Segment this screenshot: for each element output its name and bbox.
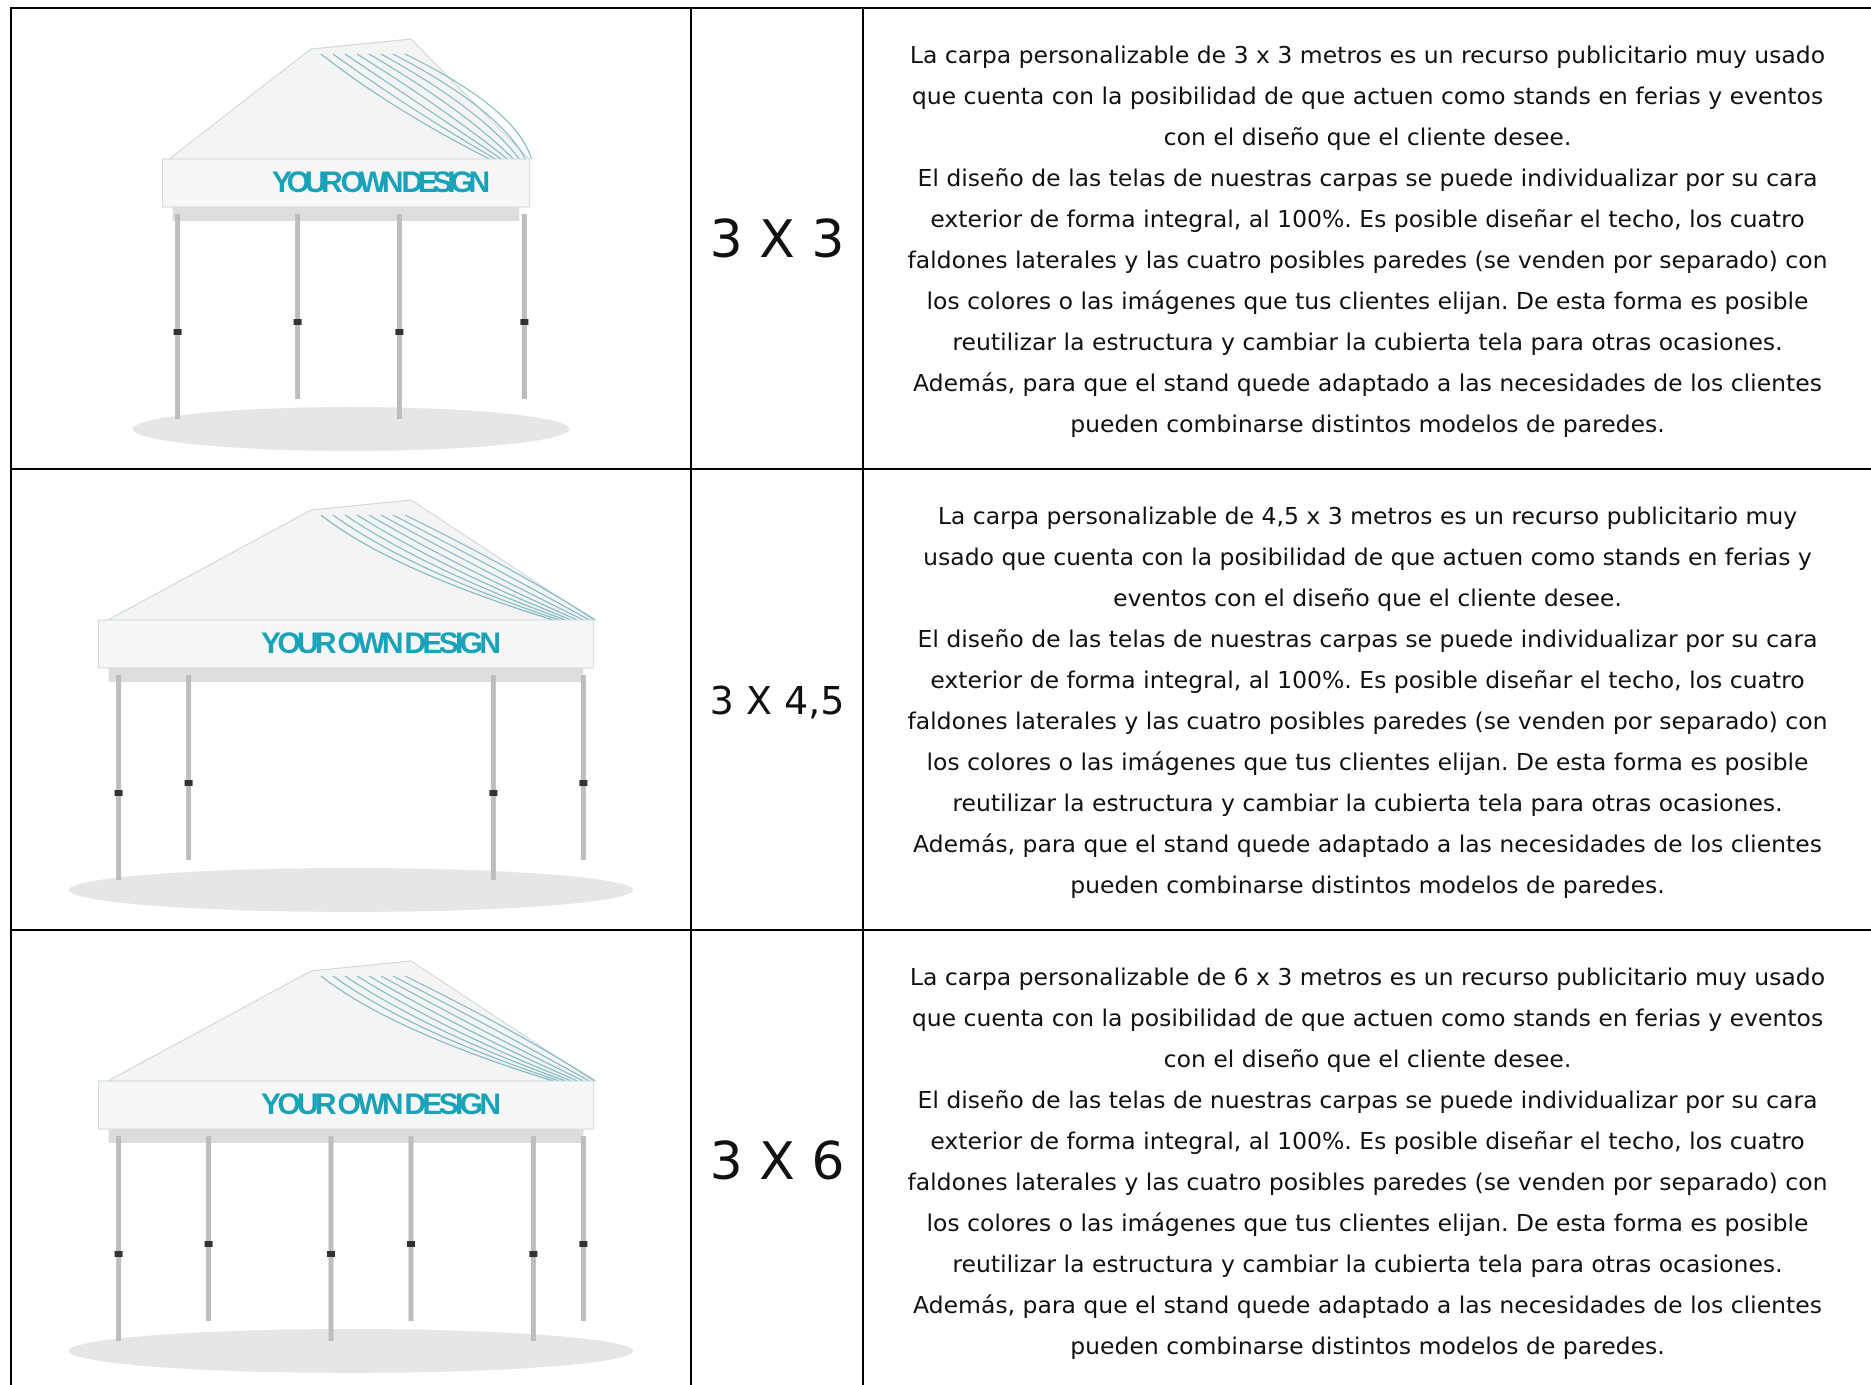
shadow — [132, 407, 570, 451]
description-line: La carpa personalizable de 3 x 3 metros … — [909, 40, 1826, 69]
tent-image: YOUR OWN DESIGN — [10, 931, 692, 1385]
table-row: YOUR OWN DESIGN 3 X 3 La carpa personaliza… — [10, 7, 1871, 470]
tent: YOUR OWN DESIGN — [68, 960, 634, 1373]
canopy-underside — [108, 668, 584, 682]
description-line: La carpa personalizable de 6 x 3 metros … — [909, 962, 1826, 991]
roof-stripe — [356, 514, 572, 621]
description-line: exterior de forma integral, al 100%. Es … — [930, 204, 1805, 233]
roof-stripe — [344, 975, 566, 1082]
description-line: los colores o las imágenes que tus clien… — [926, 286, 1809, 315]
description-line: con el diseño que el cliente desee. — [1163, 1044, 1572, 1073]
roof — [161, 38, 531, 165]
leg-clip — [395, 329, 404, 335]
roof-stripe — [356, 53, 508, 160]
description-line: que cuenta con la posibilidad de que act… — [911, 81, 1824, 110]
roof-stripe — [392, 975, 590, 1082]
canopy-underside — [172, 207, 520, 221]
roof-stripe — [320, 975, 554, 1082]
canopy-underside — [108, 1129, 584, 1143]
tent-print: YOUR OWN DESIGN — [272, 166, 490, 199]
tent-print: YOUR OWN DESIGN — [261, 1088, 501, 1121]
shadow — [68, 1329, 634, 1373]
tent-illustration: YOUR OWN DESIGN — [132, 38, 570, 451]
valance — [162, 158, 530, 208]
roof-stripe — [320, 53, 490, 160]
tent: YOUR OWN DESIGN — [132, 38, 570, 451]
roof-stripe — [404, 514, 596, 621]
leg-clip — [579, 780, 588, 786]
description-line: reutilizar la estructura y cambiar la cu… — [952, 327, 1783, 356]
description-line: La carpa personalizable de 4,5 x 3 metro… — [937, 501, 1798, 530]
roof-stripe — [344, 53, 502, 160]
roof-stripe — [368, 514, 578, 621]
tent-illustration: YOUR OWN DESIGN — [68, 960, 634, 1373]
description-line: El diseño de las telas de nuestras carpa… — [917, 163, 1818, 192]
description-line: El diseño de las telas de nuestras carpa… — [917, 624, 1818, 653]
leg-clip — [184, 780, 193, 786]
table-row: YOUR OWN DESIGN 3 X 4,5 La carpa personali… — [10, 468, 1871, 931]
tent: YOUR OWN DESIGN — [68, 499, 634, 912]
roof-stripe — [380, 514, 584, 621]
leg-clip — [579, 1241, 588, 1247]
description-line: exterior de forma integral, al 100%. Es … — [930, 665, 1805, 694]
roof-stripe — [380, 53, 520, 160]
description-line: pueden combinarse distintos modelos de p… — [1070, 870, 1665, 899]
description-line: los colores o las imágenes que tus clien… — [926, 1208, 1809, 1237]
tent-illustration: YOUR OWN DESIGN — [68, 499, 634, 912]
leg-clip — [520, 319, 529, 325]
leg-clip — [293, 319, 302, 325]
roof-stripe — [404, 975, 596, 1082]
roof-stripe — [332, 53, 496, 160]
leg-clip — [204, 1241, 213, 1247]
description-line: que cuenta con la posibilidad de que act… — [911, 1003, 1824, 1032]
roof-stripe — [380, 975, 584, 1082]
valance — [98, 619, 594, 669]
roof-stripe — [368, 975, 578, 1082]
roof-stripe — [332, 514, 560, 621]
leg-clip — [173, 329, 182, 335]
shadow — [68, 868, 634, 912]
roof-stripe — [404, 53, 532, 160]
description-line: Además, para que el stand quede adaptado… — [913, 1290, 1822, 1319]
description-line: con el diseño que el cliente desee. — [1163, 122, 1572, 151]
table-row: YOUR OWN DESIGN 3 X 6 La carpa personaliza… — [10, 929, 1871, 1385]
roof-stripe — [320, 514, 554, 621]
leg-clip — [327, 1251, 335, 1257]
leg-clip — [114, 1251, 123, 1257]
roof-stripe — [392, 53, 526, 160]
tent-image: YOUR OWN DESIGN — [10, 9, 692, 470]
description-cell: La carpa personalizable de 6 x 3 metros … — [864, 931, 1871, 1385]
leg-clip — [407, 1241, 415, 1247]
roof-stripe — [344, 514, 566, 621]
roof-stripe — [356, 975, 572, 1082]
size-cell: 3 X 6 — [692, 931, 864, 1385]
description-line: exterior de forma integral, al 100%. Es … — [930, 1126, 1805, 1155]
description-cell: La carpa personalizable de 4,5 x 3 metro… — [864, 470, 1871, 931]
description-line: pueden combinarse distintos modelos de p… — [1070, 409, 1665, 438]
leg-clip — [114, 790, 123, 796]
roof-stripe — [392, 514, 590, 621]
description-line: pueden combinarse distintos modelos de p… — [1070, 1331, 1665, 1360]
description-line: faldones laterales y las cuatro posibles… — [907, 706, 1828, 735]
description-line: los colores o las imágenes que tus clien… — [926, 747, 1809, 776]
description-line: reutilizar la estructura y cambiar la cu… — [952, 788, 1783, 817]
size-cell: 3 X 4,5 — [692, 470, 864, 931]
size-cell: 3 X 3 — [692, 9, 864, 470]
description-cell: La carpa personalizable de 3 x 3 metros … — [864, 9, 1871, 470]
description-line: faldones laterales y las cuatro posibles… — [907, 1167, 1828, 1196]
roof-stripe — [368, 53, 514, 160]
description-line: Además, para que el stand quede adaptado… — [913, 829, 1822, 858]
leg-clip — [489, 790, 498, 796]
roof-stripe — [332, 975, 560, 1082]
tent-print: YOUR OWN DESIGN — [261, 627, 501, 660]
tent-image: YOUR OWN DESIGN — [10, 470, 692, 931]
leg-clip — [529, 1251, 538, 1257]
description-line: eventos con el diseño que el cliente des… — [1113, 583, 1622, 612]
description-line: reutilizar la estructura y cambiar la cu… — [952, 1249, 1783, 1278]
description-line: Además, para que el stand quede adaptado… — [913, 368, 1822, 397]
description-line: faldones laterales y las cuatro posibles… — [907, 245, 1828, 274]
description-line: usado que cuenta con la posibilidad de q… — [923, 542, 1812, 571]
description-line: El diseño de las telas de nuestras carpa… — [917, 1085, 1818, 1114]
